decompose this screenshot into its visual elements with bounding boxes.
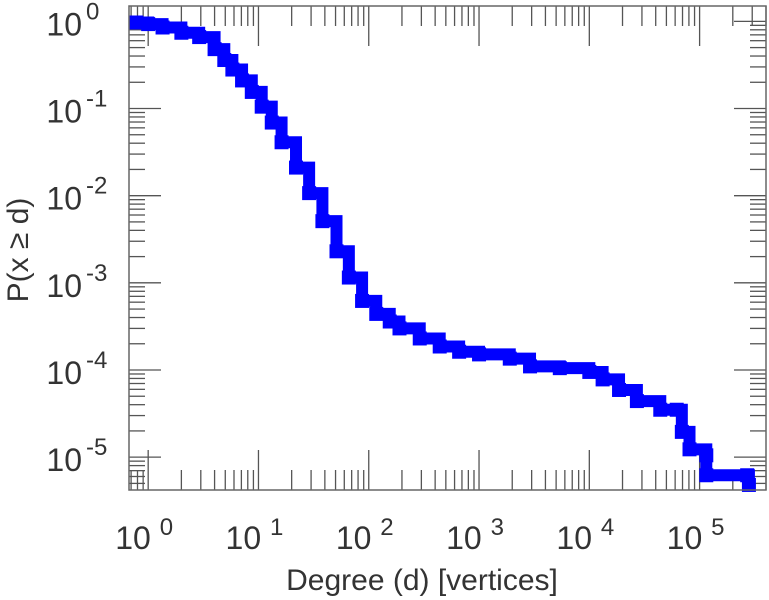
data-point — [289, 160, 304, 175]
data-point — [502, 351, 517, 366]
x-tick-label: 10 3 — [446, 514, 504, 556]
y-tick-label: 10 — [46, 355, 82, 391]
data-point — [412, 331, 427, 346]
data-point — [192, 30, 207, 45]
y-tick-exponent: -1 — [86, 86, 107, 113]
x-tick-label: 10 5 — [667, 514, 725, 556]
data-point — [225, 62, 240, 77]
data-point — [629, 394, 644, 409]
x-tick-label: 10 1 — [226, 514, 284, 556]
y-tick-label: 10 — [46, 268, 82, 304]
data-point — [595, 372, 610, 387]
x-tick-label: 10 2 — [336, 514, 394, 556]
x-tick-label: 10 0 — [115, 514, 173, 556]
data-point — [369, 306, 384, 321]
data-point — [315, 214, 330, 229]
data-point — [355, 293, 370, 308]
data-point — [207, 42, 222, 57]
data-point — [235, 73, 250, 88]
data-point — [254, 99, 269, 114]
data-point — [452, 344, 467, 359]
data-point — [741, 477, 756, 492]
data-point — [612, 382, 627, 397]
data-point — [432, 339, 447, 354]
data-point — [699, 468, 714, 483]
data-point — [264, 115, 279, 130]
data-point — [682, 442, 697, 457]
data-point — [669, 402, 684, 417]
data-point — [174, 25, 189, 40]
data-point — [155, 20, 170, 35]
plot-frame — [128, 5, 767, 491]
y-tick-label: 10 — [46, 94, 82, 130]
data-point — [141, 17, 156, 32]
y-axis-title: P(x ≥ d) — [2, 198, 35, 303]
y-tick-label: 10 — [46, 6, 82, 42]
y-tick-exponent: -5 — [86, 434, 107, 461]
data-point — [674, 424, 689, 439]
y-tick-label: 10 — [46, 442, 82, 478]
series-degree-distribution — [129, 15, 756, 492]
x-tick-labels: 10 0 10 1 10 2 10 3 10 4 10 5 — [115, 514, 724, 556]
y-tick-exponent: -3 — [86, 260, 107, 287]
x-tick-label: 10 4 — [556, 514, 614, 556]
data-point — [472, 347, 487, 362]
data-point — [552, 361, 567, 376]
data-point — [302, 186, 317, 201]
data-point — [699, 448, 714, 463]
y-tick-label: 10 — [46, 181, 82, 217]
data-point — [274, 135, 289, 150]
data-point — [392, 321, 407, 336]
data-point — [523, 359, 538, 374]
data-point — [582, 364, 597, 379]
axis-ticks — [129, 6, 767, 490]
data-point — [329, 244, 344, 259]
data-point — [244, 84, 259, 99]
data-point — [341, 270, 356, 285]
y-tick-exponent: -2 — [86, 173, 107, 200]
x-axis-title: Degree (d) [vertices] — [286, 564, 558, 597]
y-tick-exponent: -4 — [86, 347, 107, 374]
data-point — [653, 402, 668, 417]
data-point — [129, 15, 144, 30]
y-tick-exponent: 0 — [86, 0, 99, 25]
